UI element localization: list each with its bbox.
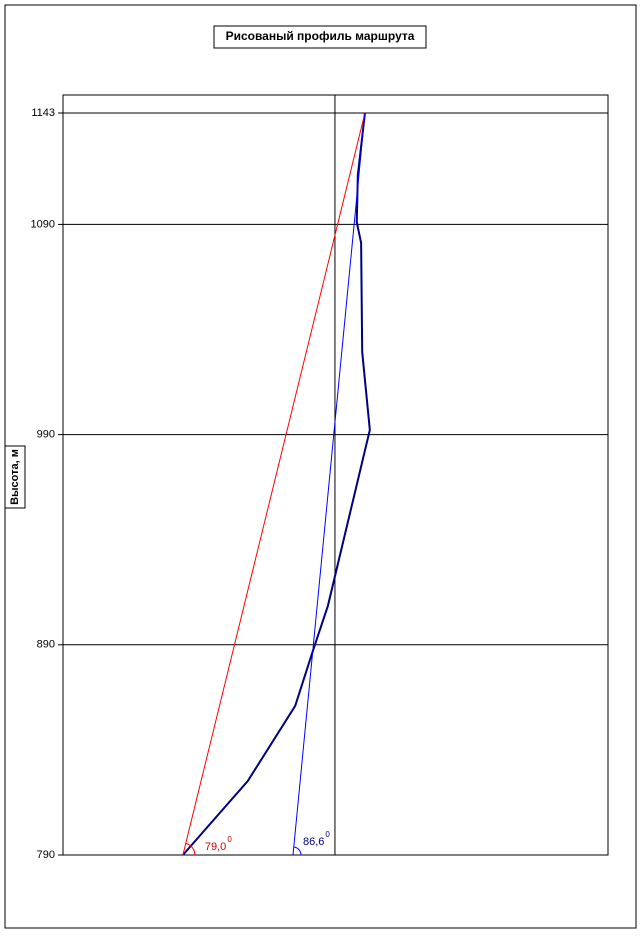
title-box [213,25,427,49]
y-axis-label: Высота, м [9,449,21,505]
series-line [182,112,371,856]
angle-arc [185,842,196,856]
series-line [182,112,366,856]
y-tick-label: 990 [37,429,55,441]
angle-degree: 0 [227,835,232,844]
chart-title: Рисованый профиль маршрута [226,29,415,43]
angle-label: 79,0 [205,841,226,853]
y-label-box [4,445,26,509]
chart-border [4,4,637,929]
angle-degree: 0 [325,830,330,839]
y-tick-label: 1090 [31,218,55,230]
angle-label: 86,6 [303,836,324,848]
series-line [292,112,366,856]
y-tick-label: 790 [37,849,55,861]
angle-arc [293,846,302,856]
y-tick-label: 890 [37,639,55,651]
y-tick-label: 1143 [31,107,55,119]
